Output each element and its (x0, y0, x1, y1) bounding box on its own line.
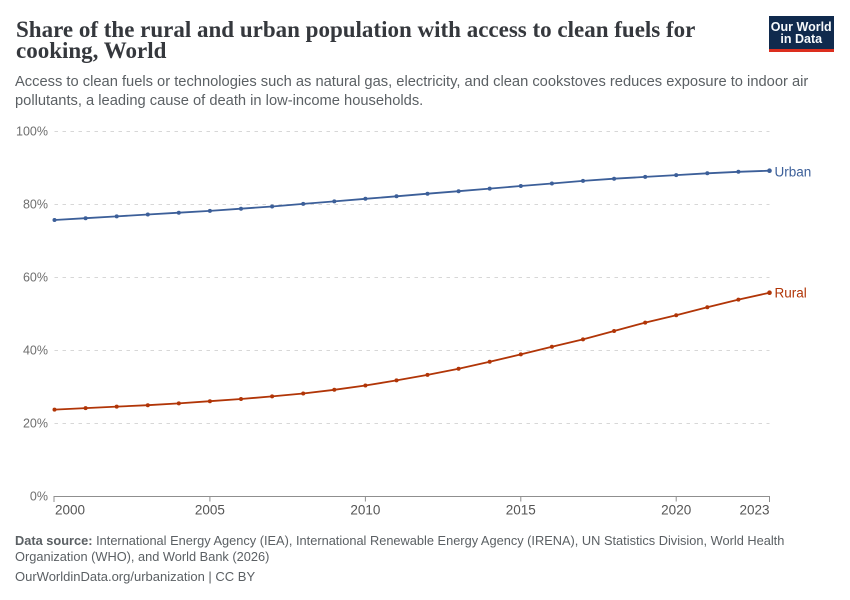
svg-text:2023: 2023 (739, 503, 769, 518)
svg-text:40%: 40% (23, 344, 48, 358)
svg-text:0%: 0% (30, 490, 48, 504)
svg-text:2020: 2020 (661, 503, 691, 518)
svg-text:20%: 20% (23, 417, 48, 431)
svg-text:2000: 2000 (55, 503, 85, 518)
svg-text:2015: 2015 (506, 503, 536, 518)
svg-text:80%: 80% (23, 198, 48, 212)
svg-text:100%: 100% (16, 125, 48, 139)
svg-text:60%: 60% (23, 271, 48, 285)
svg-text:Urban: Urban (775, 164, 812, 179)
svg-text:Rural: Rural (775, 286, 807, 301)
svg-text:2005: 2005 (195, 503, 225, 518)
svg-text:2010: 2010 (350, 503, 380, 518)
